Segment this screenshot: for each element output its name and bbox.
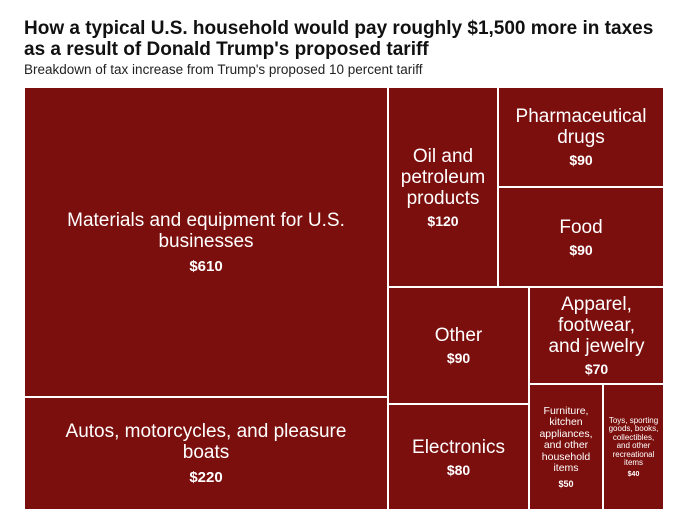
cell-value: $80 <box>446 461 471 478</box>
cell-value: $120 <box>427 212 459 229</box>
cell-value: $90 <box>569 241 593 258</box>
cell-value: $610 <box>189 257 223 275</box>
cell-label: Food <box>559 216 603 238</box>
cell-label: Furniture, kitchen appliances, and other… <box>539 404 593 474</box>
cell-toys-recreational: Toys, sporting goods, books, collectible… <box>603 384 664 510</box>
cell-furniture-household: Furniture, kitchen appliances, and other… <box>529 384 603 510</box>
cell-electronics: Electronics $80 <box>388 404 529 510</box>
cell-label: Other <box>434 325 483 346</box>
cell-materials-equipment: Materials and equipment for U.S. busines… <box>24 87 388 397</box>
treemap-chart: Materials and equipment for U.S. busines… <box>24 87 664 510</box>
cell-label: Apparel, footwear, and jewelry <box>548 294 645 357</box>
cell-value: $220 <box>189 469 223 486</box>
cell-apparel-footwear-jewelry: Apparel, footwear, and jewelry $70 <box>529 287 664 384</box>
cell-autos-boats: Autos, motorcycles, and pleasure boats $… <box>24 397 388 510</box>
cell-value: $70 <box>584 361 609 377</box>
cell-food: Food $90 <box>498 187 664 287</box>
cell-label: Autos, motorcycles, and pleasure boats <box>65 421 347 463</box>
chart-subtitle: Breakdown of tax increase from Trump's p… <box>24 62 423 77</box>
cell-pharmaceutical-drugs: Pharmaceutical drugs $90 <box>498 87 664 187</box>
cell-value: $90 <box>446 350 471 366</box>
cell-label: Oil and petroleum products <box>400 145 486 209</box>
cell-oil-petroleum: Oil and petroleum products $120 <box>388 87 498 287</box>
cell-value: $40 <box>627 470 640 478</box>
chart-header: How a typical U.S. household would pay r… <box>24 18 674 78</box>
chart-title: How a typical U.S. household would pay r… <box>24 18 654 60</box>
cell-label: Electronics <box>412 436 505 458</box>
cell-value: $90 <box>569 152 593 168</box>
cell-label: Toys, sporting goods, books, collectible… <box>608 415 659 467</box>
cell-label: Materials and equipment for U.S. busines… <box>67 209 345 252</box>
cell-other: Other $90 <box>388 287 529 404</box>
cell-label: Pharmaceutical drugs <box>515 106 647 148</box>
cell-value: $50 <box>558 478 574 489</box>
